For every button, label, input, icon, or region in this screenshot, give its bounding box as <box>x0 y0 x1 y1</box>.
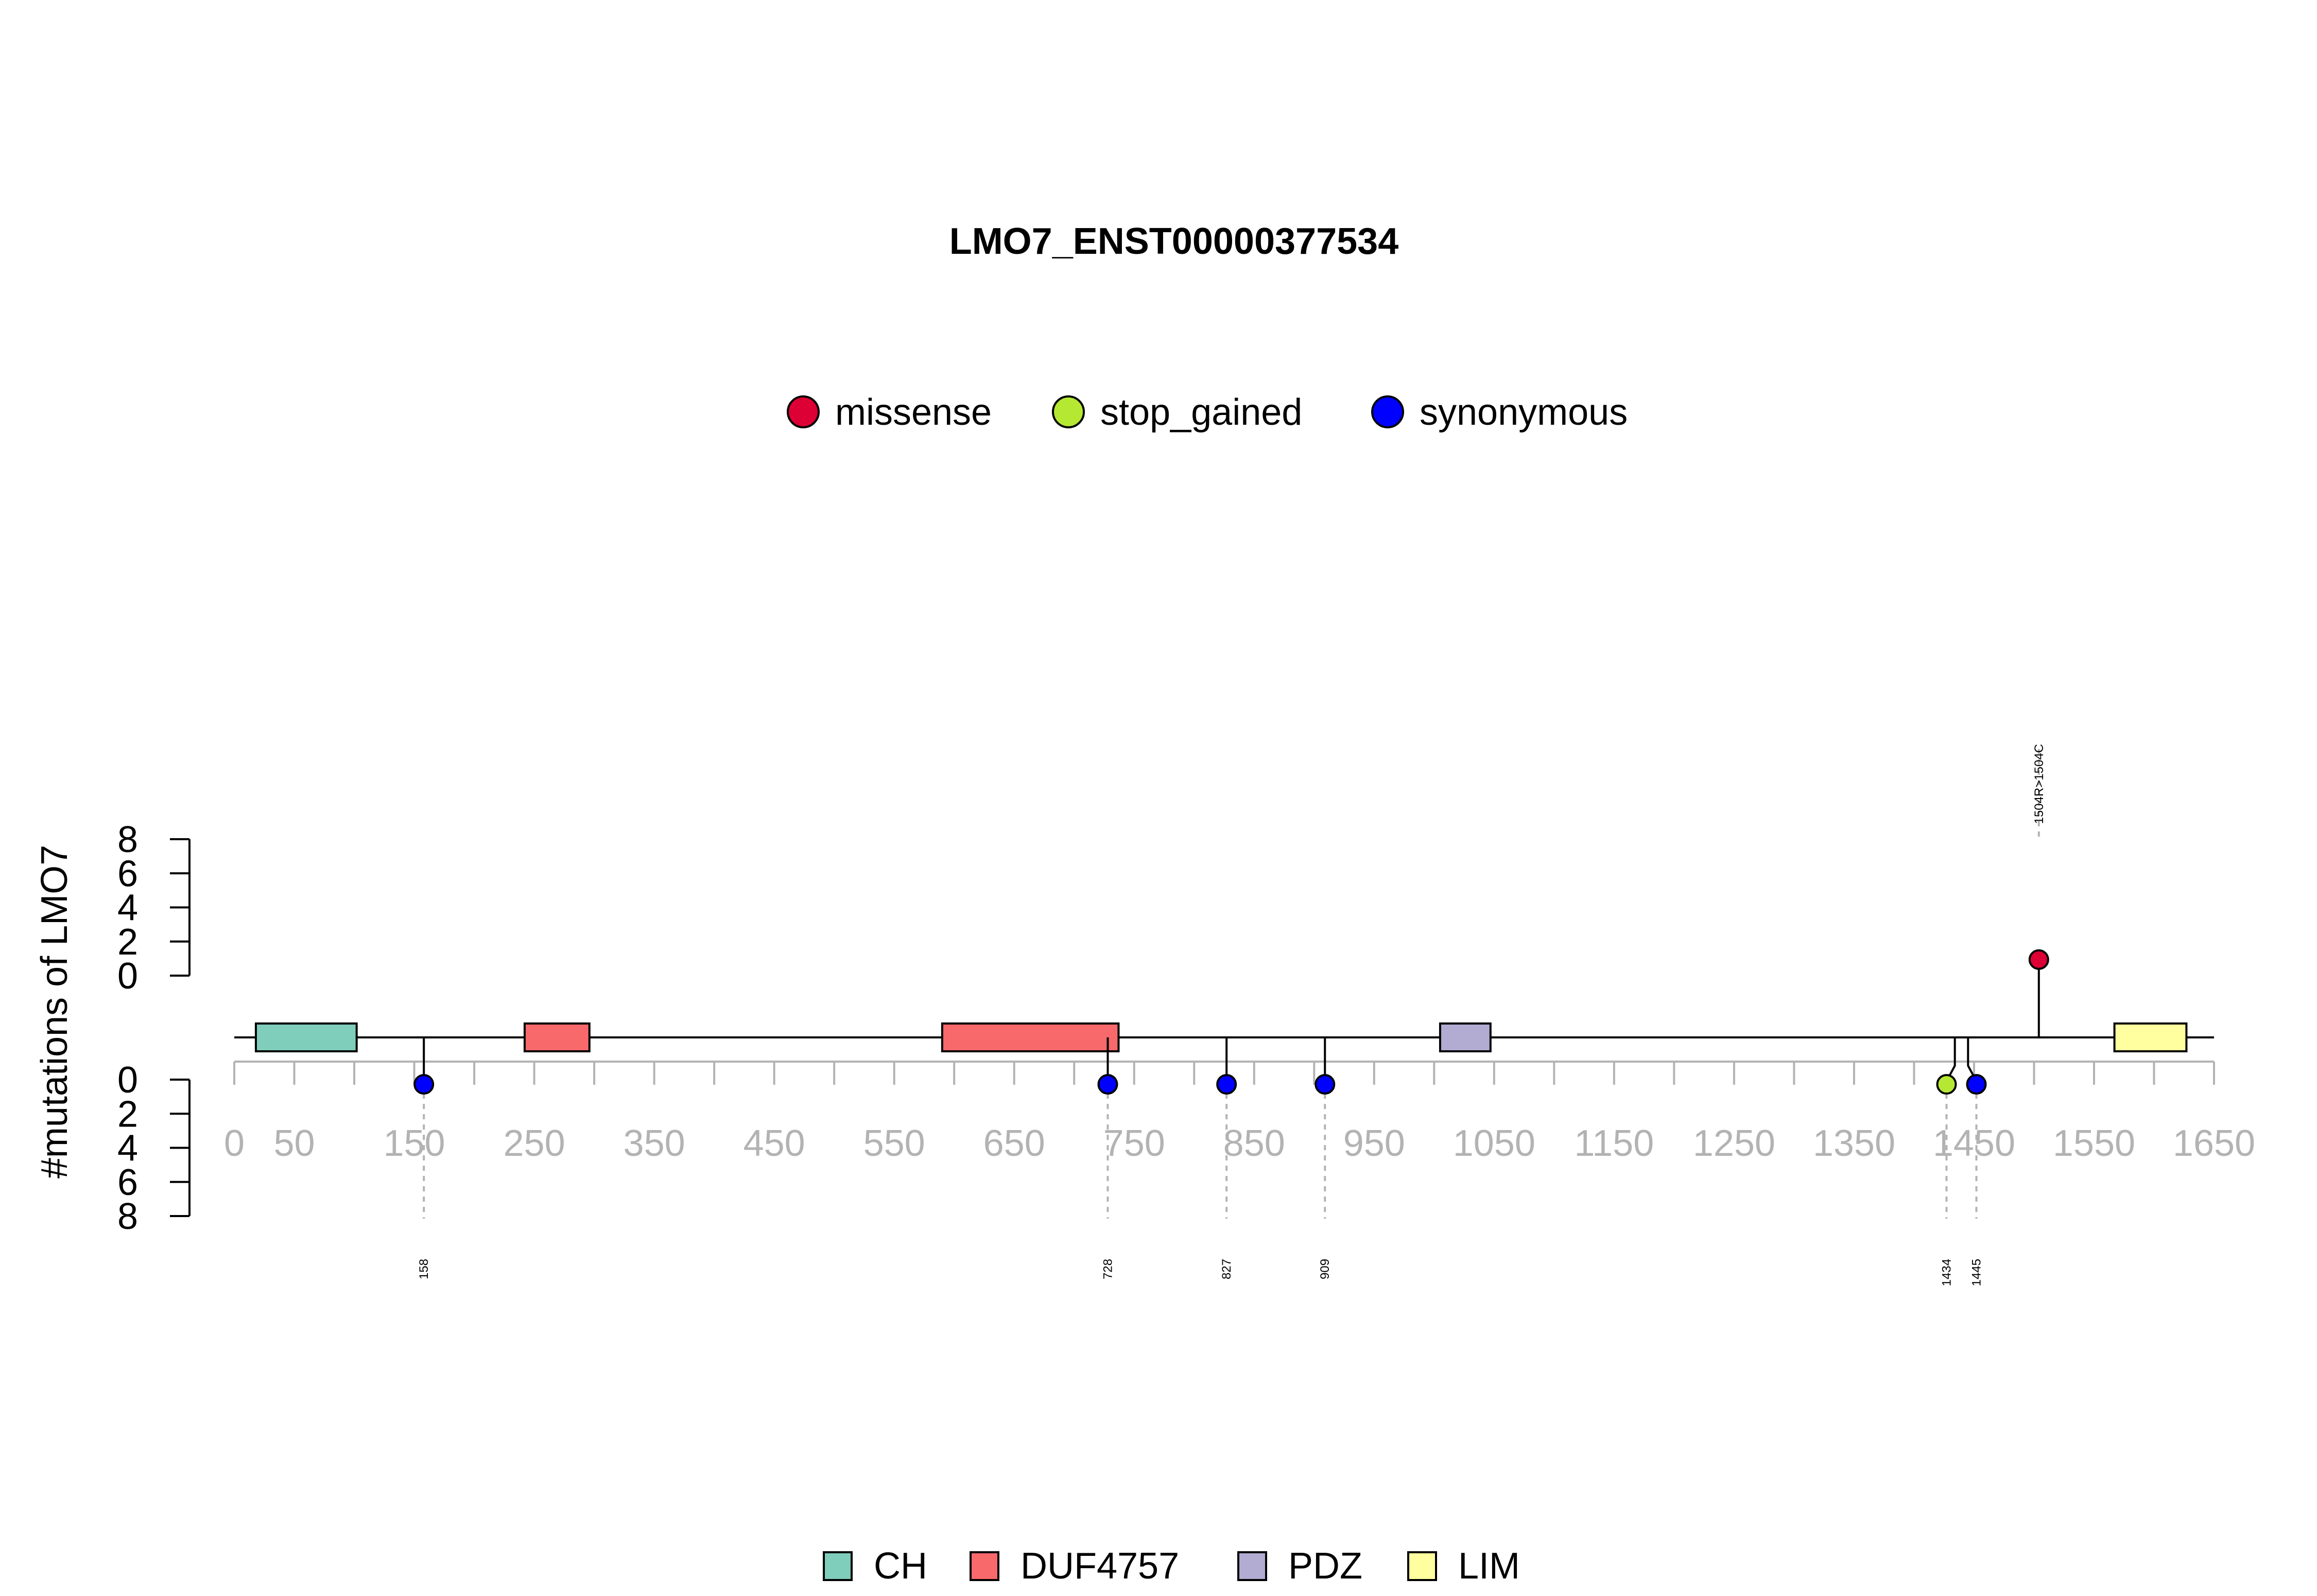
y-lower-tick-label-8: 8 <box>117 1196 138 1237</box>
x-tick-label-750: 750 <box>1103 1123 1165 1164</box>
mutation-label-1445: 1445 <box>1969 1259 1983 1286</box>
x-tick-label-1150: 1150 <box>1574 1123 1654 1164</box>
legend-label-stop-gained: stop_gained <box>1100 392 1302 433</box>
mutation-lollipops: 1504R>1504C 158 728 827 909 1434 1445 <box>413 744 2049 1286</box>
mutation-point-158 <box>413 1074 435 1095</box>
mutation-point-909 <box>1315 1074 1336 1095</box>
x-tick-label-250: 250 <box>504 1123 565 1164</box>
y-lower-tick-label-0: 0 <box>117 1060 138 1101</box>
y-lower-tick-label-4: 4 <box>117 1128 138 1169</box>
legend-label-pdz: PDZ <box>1288 1546 1362 1587</box>
legend-marker-synonymous <box>1371 395 1404 428</box>
mutation-point-1434 <box>1936 1074 1957 1095</box>
domain-ch-0 <box>254 1022 358 1052</box>
legend-label-lim: LIM <box>1458 1546 1520 1587</box>
domain-lim-4 <box>2113 1022 2188 1052</box>
mutation-label-909: 909 <box>1318 1259 1332 1279</box>
domain-boxes <box>254 1022 2188 1052</box>
x-tick-label-1050: 1050 <box>1453 1123 1535 1164</box>
mutation-legend: missense stop_gained synonymous <box>787 392 1628 433</box>
x-tick-label-650: 650 <box>983 1123 1045 1164</box>
legend-label-duf4757: DUF4757 <box>1021 1546 1179 1587</box>
mutation-label-158: 158 <box>417 1259 431 1279</box>
domain-pdz-3 <box>1439 1022 1492 1052</box>
domain-legend: CH DUF4757 PDZ LIM <box>823 1546 1520 1587</box>
chart-title: LMO7_ENST00000377534 <box>949 221 1399 262</box>
legend-swatch-lim <box>1407 1551 1437 1581</box>
x-tick-label-550: 550 <box>863 1123 925 1164</box>
legend-swatch-duf4757 <box>970 1551 999 1581</box>
mutation-point-1445 <box>1966 1074 1987 1095</box>
legend-swatch-ch <box>823 1551 853 1581</box>
mutation-label-1434: 1434 <box>1940 1259 1953 1286</box>
mutation-label-827: 827 <box>1220 1259 1234 1279</box>
x-tick-label-150: 150 <box>383 1123 445 1164</box>
y-upper-tick-label-2: 2 <box>117 922 138 963</box>
x-tick-label-50: 50 <box>273 1123 315 1164</box>
y-upper-tick-label-6: 6 <box>117 853 138 894</box>
y-lower-tick-label-2: 2 <box>117 1094 138 1135</box>
y-upper-tick-label-0: 0 <box>117 956 138 997</box>
x-axis: 0 50 150 250 350 450 550 650 750 850 950 1050 1150 12… <box>224 1061 2255 1164</box>
x-tick-label-350: 350 <box>624 1123 685 1164</box>
legend-label-missense: missense <box>835 392 992 433</box>
x-tick-label-1650: 1650 <box>2173 1123 2255 1164</box>
mutation-point-827 <box>1216 1074 1237 1095</box>
legend-marker-missense <box>787 395 820 428</box>
x-tick-label-1350: 1350 <box>1813 1123 1895 1164</box>
legend-label-synonymous: synonymous <box>1420 392 1628 433</box>
legend-swatch-pdz <box>1237 1551 1267 1581</box>
legend-marker-stop-gained <box>1052 395 1085 428</box>
x-tick-label-0: 0 <box>224 1123 245 1164</box>
x-tick-label-850: 850 <box>1223 1123 1285 1164</box>
domain-duf4757-1 <box>523 1022 591 1052</box>
y-lower-tick-label-6: 6 <box>117 1162 138 1203</box>
domain-duf4757-2 <box>941 1022 1120 1052</box>
legend-label-ch: CH <box>874 1546 927 1587</box>
x-tick-label-450: 450 <box>743 1123 805 1164</box>
mutation-point-728 <box>1097 1074 1118 1095</box>
y-axis-label: #mutations of LMO7 <box>34 845 75 1178</box>
y-upper-tick-label-4: 4 <box>117 888 138 929</box>
x-tick-label-950: 950 <box>1343 1123 1405 1164</box>
x-tick-label-1250: 1250 <box>1693 1123 1775 1164</box>
mutation-label-1504r-1504c: 1504R>1504C <box>2032 744 2046 824</box>
mutation-point-1504r-1504c <box>2028 949 2049 970</box>
mutation-label-728: 728 <box>1101 1259 1115 1279</box>
x-tick-label-1550: 1550 <box>2053 1123 2135 1164</box>
y-upper-tick-label-8: 8 <box>117 819 138 860</box>
x-tick-label-1450: 1450 <box>1933 1123 2015 1164</box>
